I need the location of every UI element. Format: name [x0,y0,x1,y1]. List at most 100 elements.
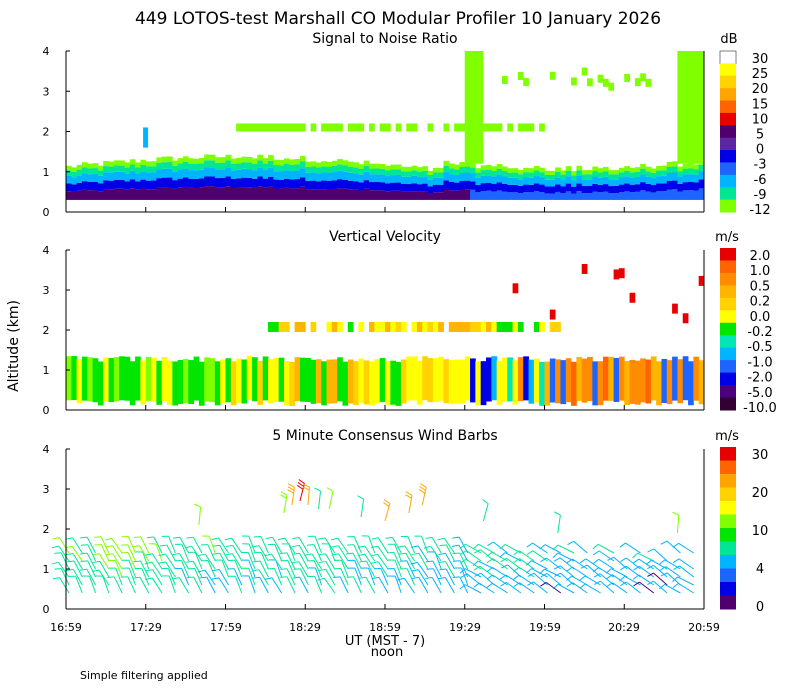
snr-cell [337,170,343,180]
snr-cell [315,189,322,200]
wind-barb [482,503,489,522]
x-tick-label: 18:59 [369,621,401,634]
wind-barb-flag [292,576,300,579]
wind-barb [259,560,269,578]
wind-barb [431,537,442,554]
wind-barb-flag [172,553,180,556]
snr-cell [395,190,402,200]
wind-barb-flag [539,568,545,575]
snr-cell [608,179,615,187]
snr-cell [369,190,375,200]
wind-barb [325,561,336,578]
snr-cell [108,166,115,173]
snr-cell [480,123,487,132]
snr-cell [257,160,264,168]
snr-cell [539,192,545,200]
snr-cell [347,123,354,132]
snr-cell [151,172,157,181]
wind-barb [325,569,336,586]
colorbar-swatch [720,385,736,399]
snr-cell [432,177,439,185]
snr-cell [539,172,545,178]
wind-barbs [51,479,695,594]
snr-cell [677,171,684,177]
wind-barb [87,560,97,578]
snr-cell [555,167,561,172]
snr-cell [209,160,216,168]
snr-cell [464,180,471,190]
velocity-cell [278,322,285,332]
velocity-cell [321,361,327,406]
wind-barb [639,565,655,578]
snr-cell [634,167,641,172]
wind-barb-flag [132,545,140,548]
snr-cell [113,188,120,200]
snr-cell [321,123,327,132]
snr-cell [624,166,630,171]
wind-barb-flag [264,553,272,557]
wind-barb [637,552,655,562]
x-tick-label: 19:29 [449,621,481,634]
snr-cell [273,159,280,165]
snr-cell [422,176,428,184]
velocity-cell [177,359,184,404]
wind-barb-flag [647,580,654,585]
snr-cell [337,123,343,132]
wind-barb-flag [326,487,334,492]
snr-cell [337,179,343,189]
snr-cell [358,168,365,175]
wind-barb [260,536,269,554]
snr-cell [299,161,306,169]
wind-barb-flag [553,565,561,570]
wind-barb-flag [486,567,493,573]
wind-barb [394,575,402,594]
wind-barb [315,567,323,586]
snr-cell [177,158,184,164]
snr-cell [321,161,327,167]
snr-cell [443,172,450,181]
snr-cell [294,158,301,165]
snr-cell [124,162,131,168]
velocity-cell [459,322,466,332]
wind-barb [248,568,256,586]
snr-cell [129,188,136,200]
velocity-cell [682,356,689,401]
snr-cell [283,158,290,164]
wind-barb-flag [333,576,341,578]
snr-cell [143,127,149,148]
y-axis-label: Altitude (km) [6,300,22,392]
wind-barb-flag [605,568,612,574]
velocity-cell [363,360,370,405]
wind-barb [234,576,243,594]
velocity-cell [475,361,482,406]
wind-barb-flag [647,572,654,577]
snr-cell [555,184,561,192]
wind-barb [72,569,83,586]
snr-cell [571,171,577,176]
colorbar-tick-label: 20 [752,82,769,97]
snr-cell [448,174,455,182]
snr-cell [358,182,365,191]
y-tick-label: 3 [43,483,50,496]
snr-cell [427,193,434,200]
wind-barb [418,577,429,594]
wind-barb [112,553,123,570]
snr-cell [459,181,466,190]
snr-cell [97,183,104,192]
snr-cell [464,189,471,200]
snr-cell [390,175,397,183]
wind-barb [138,545,150,562]
wind-barb [407,536,416,554]
snr-cell [236,123,242,132]
wind-barb [664,583,681,594]
velocity-cell [496,322,503,332]
wind-barb-flag [184,545,192,549]
velocity-cell [151,357,157,402]
snr-cell [592,176,599,184]
snr-cell [416,191,423,200]
snr-cell [624,191,630,200]
velocity-cell [172,361,179,406]
wind-barb [248,535,256,554]
wind-barb [286,576,296,594]
velocity-cell [672,356,678,401]
